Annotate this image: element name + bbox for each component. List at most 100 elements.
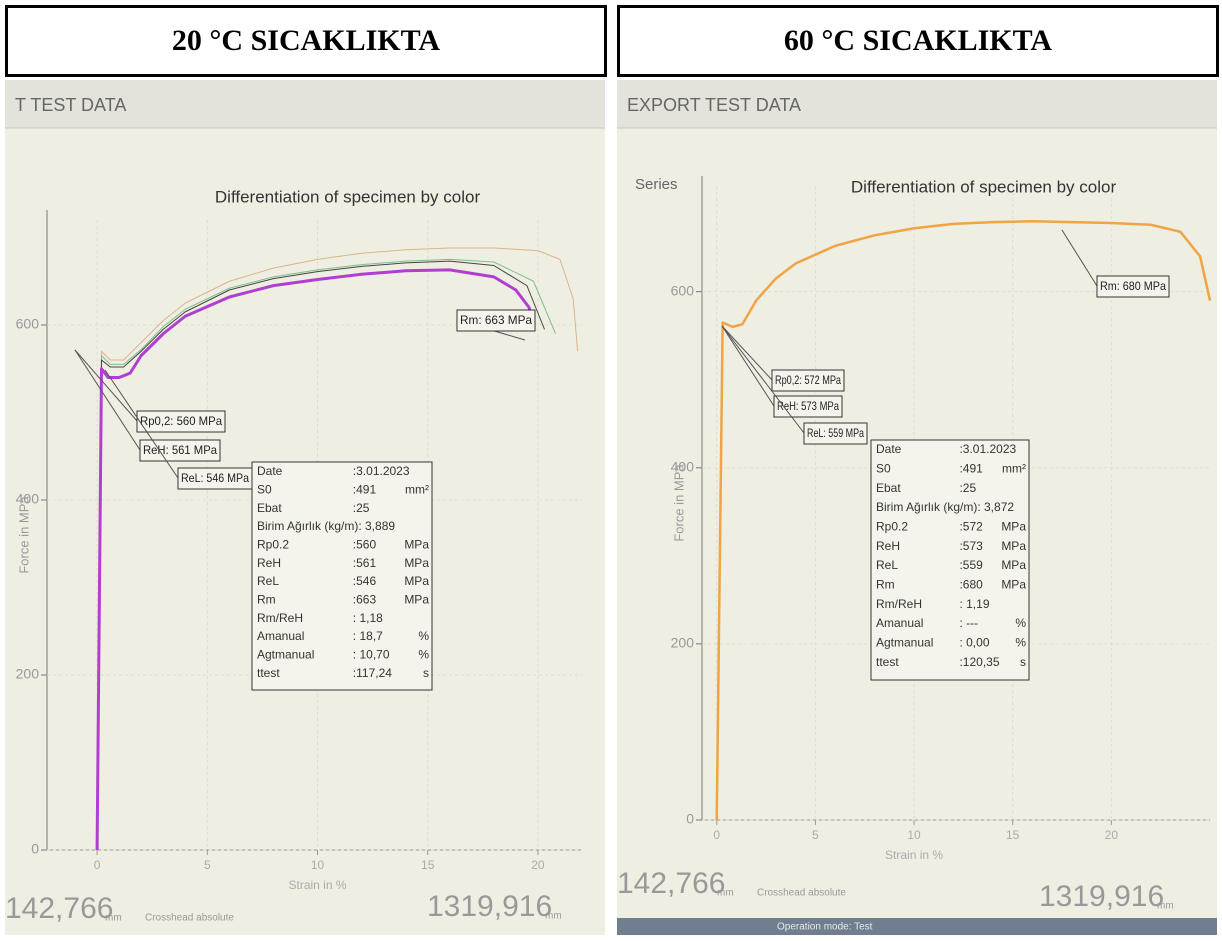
record-box — [251, 461, 433, 691]
y-tick-label: 200 — [16, 666, 40, 682]
annotation: Rp0,2: 560 MPa — [140, 414, 222, 428]
record-value: :572 — [959, 520, 983, 534]
record-unit: MPa — [404, 538, 429, 552]
record-label: Date — [257, 464, 283, 478]
record-label: Rp0.2 — [257, 538, 289, 552]
screen-photo: EXPORT TEST DATA Series Differentiation of… — [617, 80, 1217, 935]
y-tick-label: 600 — [16, 316, 40, 332]
position-left-label: Crosshead absolute — [757, 888, 846, 899]
x-tick-label: 5 — [204, 858, 211, 872]
y-tick-label: 200 — [671, 635, 695, 651]
series-label: Series — [635, 176, 678, 193]
record-label: Rm — [257, 593, 276, 607]
record-label: Rm/ReH — [257, 611, 303, 625]
record-unit: % — [418, 629, 429, 643]
x-tick-label: 0 — [94, 858, 101, 872]
x-tick-label: 0 — [713, 828, 720, 842]
record-value: :561 — [353, 556, 377, 570]
record-value: :25 — [959, 481, 976, 495]
window-bar — [5, 80, 605, 128]
annotation: ReH: 561 MPa — [143, 443, 217, 457]
position-left: 142,766 — [5, 892, 113, 925]
y-tick-label: 0 — [31, 841, 39, 857]
record-unit: mm² — [1002, 462, 1026, 476]
y-axis-label: Force in MPa — [671, 464, 686, 542]
y-tick-label: 400 — [16, 491, 40, 507]
record-unit: % — [1015, 616, 1026, 630]
position-right: 1319,916 — [1039, 880, 1164, 913]
y-tick-label: 400 — [671, 458, 695, 474]
record-value: :491 — [959, 462, 983, 476]
record-value: :3.01.2023 — [959, 442, 1016, 456]
record-label: Amanual — [257, 629, 304, 643]
y-axis-label: Force in MPa — [16, 496, 31, 574]
record-label: Rm — [876, 578, 895, 592]
position-left: 142,766 — [617, 867, 725, 900]
annotation-box — [136, 410, 226, 433]
leader-line — [721, 325, 773, 381]
position-right: 1319,916 — [427, 890, 552, 923]
chart-title: Differentiation of specimen by color — [215, 187, 481, 206]
x-tick-label: 10 — [907, 828, 921, 842]
record-value: : 18,7 — [353, 629, 383, 643]
position-left-label: Crosshead absolute — [145, 913, 234, 924]
annotation: Rp0,2: 572 MPa — [775, 373, 841, 387]
leader-line — [721, 325, 775, 407]
record-value: :491 — [353, 483, 377, 497]
series-line — [95, 268, 535, 851]
record-unit: MPa — [404, 574, 429, 588]
record-label: ReH — [876, 539, 900, 553]
record-label: ttest — [257, 666, 280, 680]
record-unit: s — [423, 666, 429, 680]
position-left-unit: mm — [105, 913, 122, 924]
record-label: Ebat — [257, 501, 282, 515]
window-title: EXPORT TEST DATA — [627, 95, 801, 115]
annotation-box — [773, 395, 843, 418]
status: Operation mode: Test — [777, 922, 873, 933]
x-tick-label: 20 — [1105, 828, 1119, 842]
record-label: Agtmanual — [257, 648, 314, 662]
leader-line — [104, 369, 179, 479]
x-tick-label: 5 — [812, 828, 819, 842]
record-unit: MPa — [1001, 578, 1026, 592]
record-label: Birim Ağırlık (kg/m): 3,872 — [876, 500, 1014, 514]
chart-title: Differentiation of specimen by color — [851, 177, 1117, 196]
heading: 60 °C SICAKLIKTA — [617, 5, 1219, 77]
screen-photo: T TEST DATA Differentiation of specimen b… — [5, 80, 605, 935]
leader-line — [74, 349, 138, 422]
position-right-unit: mm — [545, 911, 562, 922]
record-label: Agtmanual — [876, 636, 933, 650]
position-right-unit: mm — [1157, 901, 1174, 912]
annotation: ReL: 559 MPa — [807, 426, 864, 440]
series-line — [96, 260, 545, 851]
record-unit: MPa — [404, 593, 429, 607]
record-box — [870, 439, 1030, 681]
annotation: ReL: 546 MPa — [181, 471, 249, 485]
record-label: Rm/ReH — [876, 597, 922, 611]
heading: 20 °C SICAKLIKTA — [5, 5, 607, 77]
record-value: :573 — [959, 539, 983, 553]
annotation-box — [803, 422, 868, 445]
x-tick-label: 15 — [1006, 828, 1020, 842]
annotation-box — [456, 309, 536, 332]
record-label: S0 — [257, 483, 272, 497]
y-tick-label: 0 — [686, 811, 694, 827]
leader-line — [74, 349, 141, 451]
x-tick-label: 15 — [421, 858, 435, 872]
window-title: T TEST DATA — [15, 95, 126, 115]
record-label: Birim Ağırlık (kg/m): 3,889 — [257, 519, 395, 533]
record-unit: % — [418, 648, 429, 662]
annotation: ReH: 573 MPa — [777, 399, 839, 413]
x-tick-label: 20 — [531, 858, 545, 872]
record-label: Rp0.2 — [876, 520, 908, 534]
leader-line — [721, 325, 805, 434]
x-axis-label: Strain in % — [885, 848, 943, 862]
record-unit: MPa — [404, 556, 429, 570]
annotation: Rm: 663 MPa — [460, 313, 532, 327]
record-unit: % — [1015, 636, 1026, 650]
record-value: : 0,00 — [959, 636, 989, 650]
annotation-box — [771, 369, 845, 392]
status-bar — [617, 918, 1217, 935]
record-value: :120,35 — [959, 655, 999, 669]
